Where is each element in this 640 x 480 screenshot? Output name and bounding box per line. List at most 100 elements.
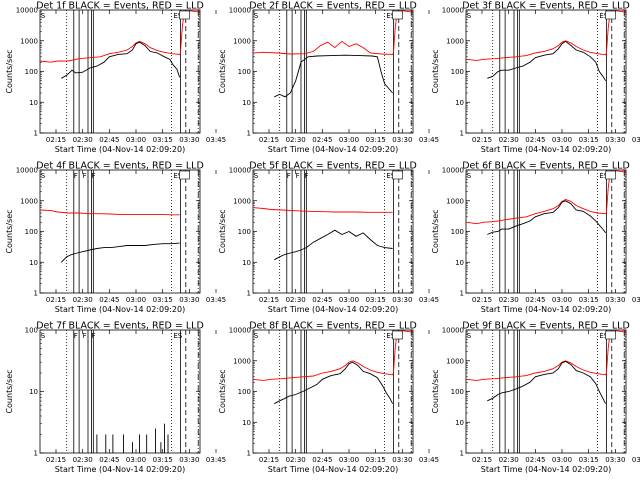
events-series-line (274, 229, 393, 261)
x-tick-label: 03:15 (579, 296, 599, 304)
x-tick-label: 03:15 (153, 296, 173, 304)
x-tick-label: 02:45 (525, 136, 545, 144)
x-tick-label: 03:45 (632, 296, 640, 304)
x-tick-label: 03:30 (605, 456, 625, 464)
x-tick-label: 02:30 (286, 136, 306, 144)
panel-title: Det 2f BLACK = Events, RED = LLD (249, 1, 417, 12)
flag-label: ES (599, 332, 608, 340)
plot-frame (39, 329, 201, 454)
x-tick-label: 03:15 (579, 456, 599, 464)
panel-title: Det 3f BLACK = Events, RED = LLD (462, 1, 630, 12)
flag-label: ES (386, 332, 395, 340)
panel-5: Det 5f BLACK = Events, RED = LLD Counts/s… (218, 161, 439, 315)
y-tick-label: 10 (29, 259, 38, 267)
y-tick-label: 1000 (446, 37, 464, 45)
panel-title: Det 7f BLACK = Events, RED = LLD (36, 321, 204, 332)
x-tick-label: 02:15 (259, 296, 279, 304)
y-axis-label: Counts/sec (5, 369, 14, 413)
plot-frame (39, 169, 201, 294)
y-tick-label: 100 (25, 327, 38, 335)
y-tick-label: 100 (238, 68, 251, 76)
x-axis-label: Start Time (04-Nov-14 02:09:20) (268, 305, 398, 314)
y-tick-label: 1000 (233, 197, 251, 205)
attenuator-box (392, 170, 403, 180)
x-tick-label: 03:15 (579, 136, 599, 144)
events-series-line (274, 54, 393, 98)
x-tick-label: 03:15 (366, 456, 386, 464)
flag-label: ES (386, 12, 395, 20)
y-axis-label: Counts/sec (5, 49, 14, 93)
x-tick-label: 03:00 (126, 296, 146, 304)
y-tick-label: 10 (455, 419, 464, 427)
y-tick-label: 100 (238, 228, 251, 236)
y-tick-label: 10 (455, 99, 464, 107)
flag-label: S (41, 332, 46, 340)
y-tick-label: 10 (242, 259, 251, 267)
x-axis-label: Start Time (04-Nov-14 02:09:20) (268, 465, 398, 474)
x-tick-label: 02:45 (99, 456, 119, 464)
x-axis-label: Start Time (04-Nov-14 02:09:20) (481, 465, 611, 474)
y-tick-label: 100 (451, 228, 464, 236)
flag-label: S (41, 172, 46, 180)
panel-7: Det 7f BLACK = Events, RED = LLD Counts/s… (5, 321, 226, 475)
y-tick-label: 10 (29, 388, 38, 396)
x-tick-label: 03:00 (126, 136, 146, 144)
flag-label: ES (599, 12, 608, 20)
lld-series-line (40, 209, 180, 216)
x-tick-label: 03:00 (552, 296, 572, 304)
x-axis-label: Start Time (04-Nov-14 02:09:20) (481, 305, 611, 314)
y-tick-label: 10000 (229, 7, 251, 15)
y-tick-label: 1 (34, 450, 38, 458)
x-tick-label: 02:15 (259, 136, 279, 144)
x-tick-label: 02:15 (46, 136, 66, 144)
y-axis-label: Counts/sec (218, 369, 227, 413)
y-tick-label: 1 (34, 130, 38, 138)
lld-series-line (253, 207, 393, 213)
x-tick-label: 03:45 (419, 456, 439, 464)
x-tick-label: 03:00 (339, 456, 359, 464)
y-tick-label: 10000 (16, 167, 38, 175)
panel-4: Det 4f BLACK = Events, RED = LLD Counts/s… (5, 161, 226, 315)
panel-title: Det 5f BLACK = Events, RED = LLD (249, 161, 417, 172)
x-tick-label: 03:45 (206, 136, 226, 144)
x-axis-label: Start Time (04-Nov-14 02:09:20) (55, 465, 185, 474)
x-tick-label: 02:30 (499, 456, 519, 464)
x-tick-label: 02:45 (99, 136, 119, 144)
attenuator-box (605, 10, 616, 20)
x-tick-label: 03:15 (153, 136, 173, 144)
x-tick-label: 03:30 (179, 456, 199, 464)
x-tick-label: 02:45 (525, 296, 545, 304)
panel-title: Det 6f BLACK = Events, RED = LLD (462, 161, 630, 172)
x-tick-label: 02:30 (73, 136, 93, 144)
attenuator-box (179, 10, 190, 20)
events-series-line (487, 360, 607, 404)
events-series-line (274, 361, 394, 405)
panel-title: Det 9f BLACK = Events, RED = LLD (462, 321, 630, 332)
x-axis-label: Start Time (04-Nov-14 02:09:20) (55, 305, 185, 314)
panel-title: Det 4f BLACK = Events, RED = LLD (36, 161, 204, 172)
events-series-line (61, 41, 181, 79)
x-tick-label: 03:30 (179, 136, 199, 144)
y-axis-label: Counts/sec (431, 209, 440, 253)
x-tick-label: 03:00 (126, 456, 146, 464)
y-tick-label: 100 (451, 388, 464, 396)
x-tick-label: 03:15 (366, 296, 386, 304)
x-tick-label: 02:30 (73, 456, 93, 464)
lld-series-line (466, 10, 626, 61)
x-tick-label: 03:30 (605, 136, 625, 144)
y-tick-label: 10000 (229, 167, 251, 175)
y-tick-label: 1 (34, 290, 38, 298)
attenuator-box (392, 10, 403, 20)
y-tick-label: 10 (242, 419, 251, 427)
x-tick-label: 02:30 (73, 296, 93, 304)
panel-8: Det 8f BLACK = Events, RED = LLD Counts/s… (218, 321, 439, 475)
flag-label: F (83, 172, 87, 180)
x-tick-label: 03:30 (179, 296, 199, 304)
x-tick-label: 03:30 (605, 296, 625, 304)
flag-label: S (467, 172, 472, 180)
flag-label: ES (173, 172, 182, 180)
flag-label: ES (173, 12, 182, 20)
y-tick-label: 1000 (233, 37, 251, 45)
lld-series-line (253, 330, 413, 381)
y-tick-label: 10000 (442, 167, 464, 175)
